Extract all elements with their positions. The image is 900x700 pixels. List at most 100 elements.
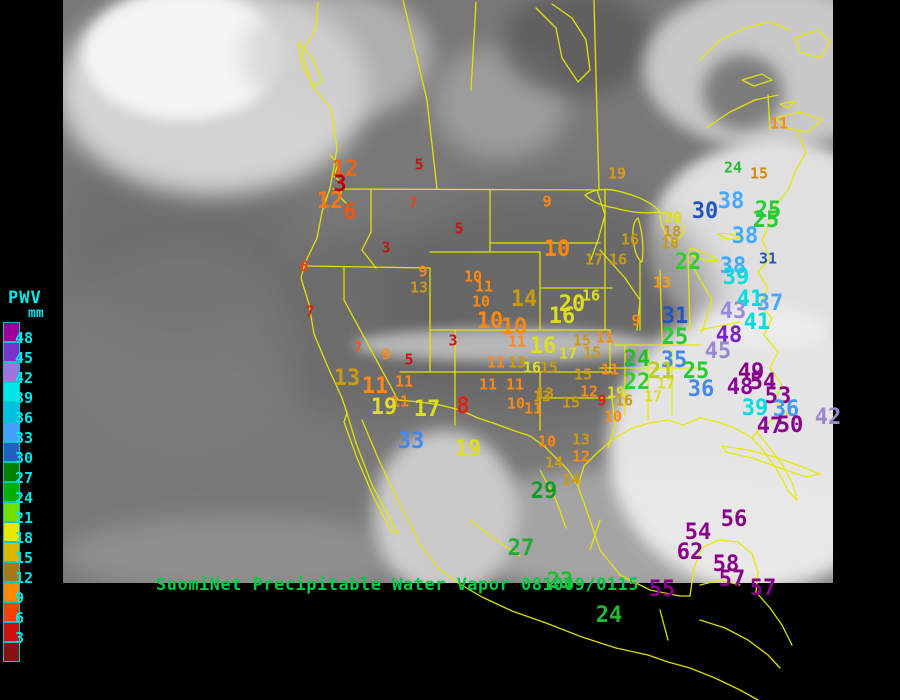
legend-value: 18 — [15, 528, 34, 547]
station-value: 11 — [507, 332, 527, 351]
station-value: 36 — [772, 397, 800, 422]
legend-entry: 3 — [2, 621, 62, 645]
legend-swatch — [3, 381, 20, 402]
station-value: 62 — [676, 540, 704, 565]
station-value: 15 — [539, 358, 559, 377]
station-value: 54 — [684, 520, 712, 545]
station-value: 24 — [595, 603, 623, 628]
station-value: 42 — [814, 405, 842, 430]
station-value: 17 — [656, 374, 676, 393]
station-value: 10 — [537, 432, 557, 451]
station-value: 23 — [546, 569, 574, 594]
station-value: 16 — [581, 286, 601, 305]
station-value: 25 — [754, 198, 782, 223]
station-value: 16 — [608, 250, 628, 269]
station-value: 31 — [661, 304, 689, 329]
station-value: 10 — [463, 267, 483, 286]
station-value: 13 — [652, 273, 672, 292]
station-value: 38 — [719, 254, 747, 279]
station-value: 3 — [333, 172, 347, 197]
station-value: 11 — [600, 360, 620, 379]
station-value: 11 — [394, 372, 414, 391]
legend-entry: 48 — [2, 321, 62, 345]
station-value: 54 — [749, 370, 777, 395]
station-value: 17 — [584, 250, 604, 269]
map-title: SuomiNet Precipitable Water Vapor 081009… — [156, 575, 640, 595]
station-value: 18 — [662, 222, 682, 241]
station-value: 9 — [381, 345, 391, 364]
station-value: 15 — [561, 393, 581, 412]
legend-entry: 27 — [2, 461, 62, 485]
legend-unit: mm — [28, 306, 44, 321]
station-value: 9 — [542, 192, 552, 211]
station-value: 15 — [582, 343, 602, 362]
station-value: 33 — [397, 429, 425, 454]
station-value: 35 — [660, 348, 688, 373]
station-value: 16 — [548, 304, 576, 329]
station-value: 9 — [597, 391, 607, 410]
station-value: 13 — [333, 366, 361, 391]
legend-value: 48 — [15, 328, 34, 347]
station-value: 48 — [726, 375, 754, 400]
legend-swatch — [3, 441, 20, 462]
legend-value: 33 — [15, 428, 34, 447]
station-value: 36 — [687, 377, 715, 402]
station-value: 5 — [454, 219, 464, 238]
legend-value: 15 — [15, 548, 34, 567]
station-value: 38 — [717, 189, 745, 214]
station-value: 12 — [579, 382, 599, 401]
legend-swatch — [3, 521, 20, 542]
legend-value: 3 — [15, 628, 25, 647]
station-value: 5 — [414, 155, 424, 174]
station-value: 11 — [486, 353, 506, 372]
legend-swatch — [3, 581, 20, 602]
legend-value: 45 — [15, 348, 34, 367]
station-value: 10 — [506, 394, 526, 413]
station-value: 16 — [614, 391, 634, 410]
legend-entry: 33 — [2, 421, 62, 445]
station-value: 38 — [731, 224, 759, 249]
station-value: 3 — [448, 331, 458, 350]
legend-swatch — [3, 321, 20, 342]
legend-color-scale: 48 45 42 39 36 33 30 27 24 21 18 15 12 9 6 3 — [2, 321, 62, 662]
station-value: 15 — [572, 331, 592, 350]
station-value: 19 — [370, 395, 398, 420]
station-value: 43 — [719, 299, 747, 324]
legend-entry — [2, 641, 62, 662]
station-value: 3 — [381, 238, 391, 257]
legend-entry: 39 — [2, 381, 62, 405]
station-value: 10 — [500, 315, 528, 340]
station-value: 50 — [776, 413, 804, 438]
station-value: 14 — [544, 453, 564, 472]
station-value: 57 — [718, 567, 746, 592]
station-value: 25 — [752, 208, 780, 233]
legend-swatch — [3, 361, 20, 382]
legend-entry: 12 — [2, 561, 62, 585]
station-value: 37 — [756, 291, 784, 316]
station-value: 6 — [343, 200, 357, 225]
station-value: 10 — [471, 292, 491, 311]
pwv-legend: PWV mm 48 45 42 39 36 33 30 27 24 21 18 15 12 9 6 3 — [2, 288, 62, 662]
legend-swatch — [3, 421, 20, 442]
station-value: 16 — [529, 334, 557, 359]
station-value: 58 — [712, 552, 740, 577]
legend-value: 27 — [15, 468, 34, 487]
station-value: 9 — [631, 311, 641, 330]
station-value: 11 — [474, 277, 494, 296]
station-value: 17 — [643, 387, 663, 406]
station-value: 10 — [543, 237, 571, 262]
legend-entry: 42 — [2, 361, 62, 385]
station-value: 6 — [299, 257, 309, 276]
station-value: 49 — [737, 360, 765, 385]
station-value: 12 — [571, 447, 591, 466]
station-value: 47 — [756, 414, 784, 439]
legend-value: 24 — [15, 488, 34, 507]
station-value: 19 — [606, 383, 626, 402]
station-value: 29 — [530, 479, 558, 504]
legend-swatch — [3, 461, 20, 482]
station-value: 22 — [674, 250, 702, 275]
station-value: 25 — [682, 359, 710, 384]
station-value: 21 — [647, 359, 675, 384]
